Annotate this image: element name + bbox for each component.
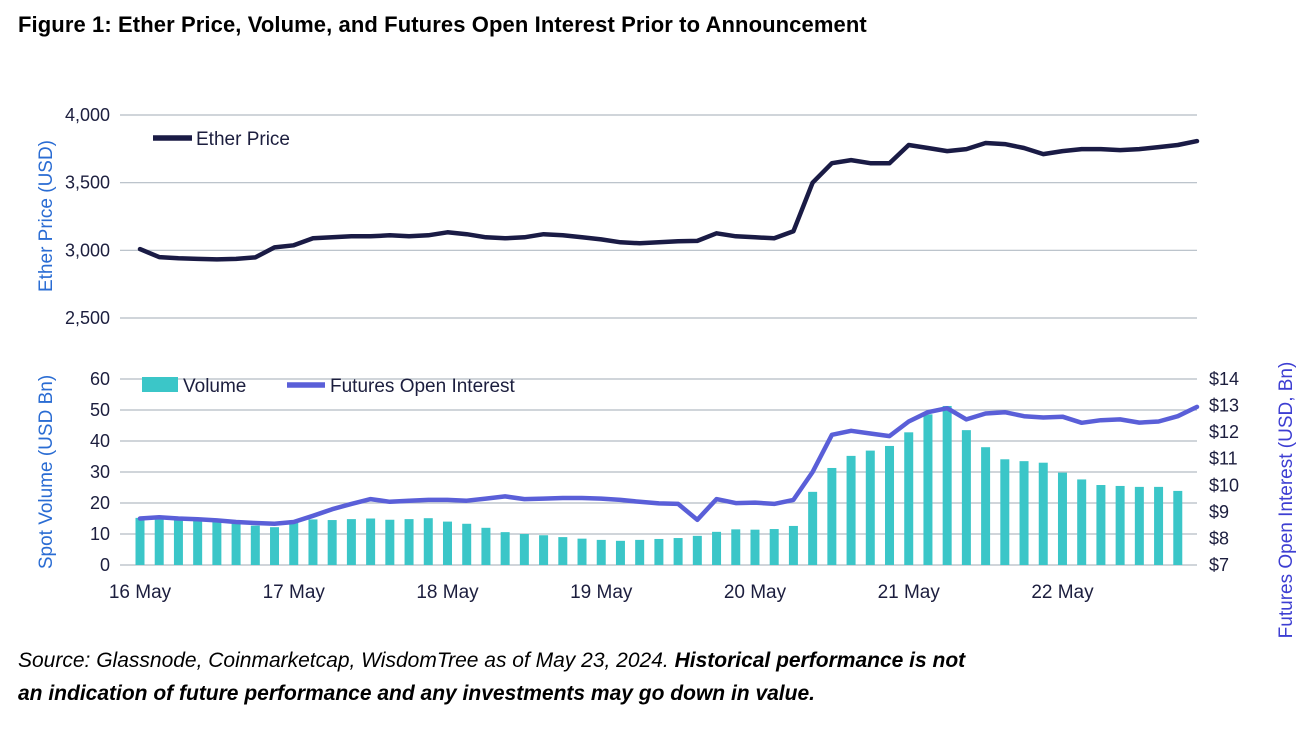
volume-bar [981, 447, 991, 565]
price-axis-title: Ether Price (USD) [36, 140, 57, 292]
volume-legend-label: Volume [183, 376, 246, 397]
volume-bar [1134, 486, 1144, 565]
price-y-tick-label: 4,000 [65, 105, 110, 125]
volume-bar [731, 529, 741, 565]
volume-bar [442, 521, 452, 565]
volume-bar [654, 538, 664, 565]
price-y-tick-label: 3,500 [65, 173, 110, 193]
volume-axis-title: Spot Volume (USD Bn) [36, 375, 57, 569]
volume-bar [885, 445, 895, 565]
volume-bar [308, 519, 318, 565]
volume-bar [385, 519, 395, 565]
futures-oi-line [137, 404, 1200, 527]
oi-axis-title: Futures Open Interest (USD, Bn) [1276, 362, 1297, 639]
volume-bar [577, 538, 587, 565]
oi-y-tick-label: $13 [1209, 396, 1239, 416]
page-title: Figure 1: Ether Price, Volume, and Futur… [18, 12, 867, 37]
volume-bar [1173, 490, 1183, 565]
oi-y-tick-label: $10 [1209, 475, 1239, 495]
volume-bar [519, 534, 529, 565]
volume-bar [1096, 485, 1106, 565]
volume-bar [270, 527, 280, 565]
x-tick-label: 21 May [878, 582, 941, 603]
oi-y-tick-label: $14 [1209, 369, 1239, 389]
volume-bar [327, 520, 337, 565]
volume-bar [692, 535, 702, 565]
volume-bar [231, 523, 241, 565]
volume-bar [904, 432, 914, 565]
volume-bar [1000, 459, 1010, 565]
ether-price-line [137, 138, 1200, 262]
volume-y-tick-label: 10 [90, 524, 110, 544]
volume-bar [289, 520, 299, 565]
x-tick-label: 19 May [570, 582, 633, 603]
volume-bar [827, 467, 837, 565]
volume-bar [1115, 485, 1125, 565]
price-y-tick-label: 3,000 [65, 240, 110, 260]
charts-canvas: 4,000 3,500 3,000 2,500 Ether Price Ether Pri… [36, 105, 1297, 639]
volume-bar [808, 491, 818, 565]
x-tick-label: 18 May [416, 582, 479, 603]
x-tick-label: 16 May [109, 582, 172, 603]
oi-y-tick-label: $12 [1209, 422, 1239, 442]
volume-bar [769, 529, 779, 565]
volume-bar [712, 531, 722, 565]
volume-bar [1057, 472, 1067, 565]
x-tick-label: 22 May [1031, 582, 1094, 603]
volume-bar [596, 539, 606, 565]
volume-bar [346, 519, 356, 565]
oi-y-tick-label: $11 [1209, 449, 1238, 469]
x-tick-label: 17 May [263, 582, 326, 603]
oi-y-tick-label: $9 [1209, 502, 1229, 522]
volume-y-tick-label: 60 [90, 369, 110, 389]
source-text: Source: Glassnode, Coinmarketcap, Wisdom… [18, 649, 675, 672]
oi-legend-label: Futures Open Interest [330, 376, 516, 397]
volume-bar [366, 518, 376, 565]
volume-bar [173, 519, 183, 565]
volume-bar [193, 520, 203, 565]
volume-y-tick-label: 40 [90, 431, 110, 451]
volume-bar [635, 539, 645, 565]
volume-bar [462, 523, 472, 565]
disclaimer-text-line1: Historical performance is not [674, 649, 966, 672]
volume-bar [1154, 486, 1164, 565]
volume-bar [135, 517, 145, 565]
volume-y-tick-label: 0 [100, 555, 110, 575]
volume-y-tick-label: 30 [90, 462, 110, 482]
ether-price-legend-label: Ether Price [196, 129, 290, 150]
volume-bar [942, 405, 952, 565]
x-tick-label: 20 May [724, 582, 787, 603]
volume-bar [1077, 479, 1087, 565]
volume-bar [846, 455, 856, 565]
volume-bar [1019, 461, 1029, 565]
volume-bar [558, 537, 568, 565]
volume-bar [250, 525, 260, 565]
price-y-tick-label: 2,500 [65, 308, 110, 328]
oi-y-tick-label: $8 [1209, 528, 1229, 548]
volume-bar [961, 430, 971, 565]
volume-y-tick-label: 20 [90, 493, 110, 513]
volume-bar [404, 519, 414, 565]
volume-y-tick-label: 50 [90, 400, 110, 420]
volume-bar [673, 538, 683, 565]
volume-bar [615, 540, 625, 565]
volume-bar [500, 532, 510, 565]
oi-y-tick-label: $7 [1209, 555, 1229, 575]
volume-bar [212, 521, 222, 565]
source-note: Source: Glassnode, Coinmarketcap, Wisdom… [18, 645, 1218, 710]
volume-bar [154, 519, 164, 565]
volume-bar [1038, 462, 1048, 565]
disclaimer-text-line2: an indication of future performance and … [18, 681, 815, 705]
volume-bar [788, 525, 798, 565]
volume-bar [423, 518, 433, 565]
volume-bar [865, 450, 875, 565]
volume-bar [750, 529, 760, 565]
volume-bar [923, 414, 933, 565]
volume-bar [481, 527, 491, 565]
volume-legend-swatch [142, 377, 178, 392]
volume-bar [539, 535, 549, 565]
